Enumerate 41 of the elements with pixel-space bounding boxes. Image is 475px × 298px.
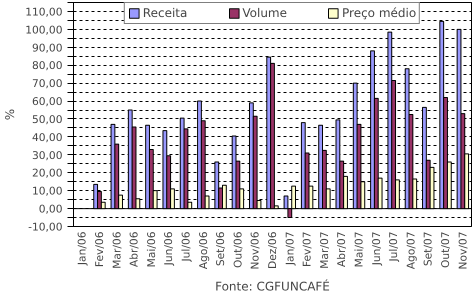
x-tick-label: Set/06 [214, 231, 228, 266]
x-tick-label: Mai/07 [352, 231, 366, 268]
legend-label: Volume [242, 6, 287, 20]
x-tick-label: Jul/06 [179, 231, 192, 263]
x-tick-label: Out/07 [439, 231, 452, 268]
x-tick-label: Mai/06 [144, 231, 158, 268]
y-tick-label: -10,00 [28, 220, 63, 234]
x-tick-label: Jan/06 [76, 231, 89, 266]
y-tick-label: 20,00 [32, 166, 63, 180]
x-tick-label: Jul/07 [387, 231, 400, 263]
x-tick-label: Abr/06 [128, 231, 141, 268]
y-tick-label: 90,00 [32, 41, 63, 54]
legend-label: Preço médio [342, 6, 416, 20]
x-tick-label: Abr/07 [335, 231, 348, 268]
y-tick-label: 0,00 [38, 202, 63, 216]
source-note: Fonte: CGFUNCAFÉ [215, 278, 330, 294]
x-tick-label: Out/06 [231, 231, 244, 268]
y-axis-title: % [3, 108, 18, 120]
x-tick-label: Fev/06 [92, 231, 106, 268]
y-tick-label: 40,00 [32, 130, 63, 144]
y-tick-label: 110,00 [25, 5, 63, 18]
x-tick-label: Jan/07 [283, 232, 296, 266]
x-tick-label: Ago/07 [404, 231, 418, 270]
y-tick-label: 80,00 [32, 59, 63, 72]
x-tick-label: Mar/06 [110, 231, 124, 269]
x-tick-label: Nov/07 [456, 231, 470, 270]
y-tick-label: 30,00 [32, 148, 63, 162]
x-tick-label: Jun/06 [162, 231, 176, 266]
y-tick-label: 10,00 [32, 184, 63, 198]
x-tick-label: Nov/06 [248, 231, 262, 270]
x-tick-label: Fev/07 [300, 231, 314, 268]
y-tick-label: 70,00 [32, 77, 63, 90]
x-tick-label: Ago/06 [196, 231, 210, 270]
y-tick-label: 60,00 [32, 95, 63, 108]
x-tick-label: Mar/07 [318, 231, 331, 269]
y-tick-label: 100,00 [25, 23, 63, 36]
legend-label: Receita [142, 6, 188, 20]
x-tick-label: Dez/06 [266, 231, 279, 270]
x-tick-label: Set/07 [422, 231, 435, 266]
y-tick-label: 50,00 [32, 112, 63, 126]
x-tick-label: Jun/07 [370, 231, 383, 266]
